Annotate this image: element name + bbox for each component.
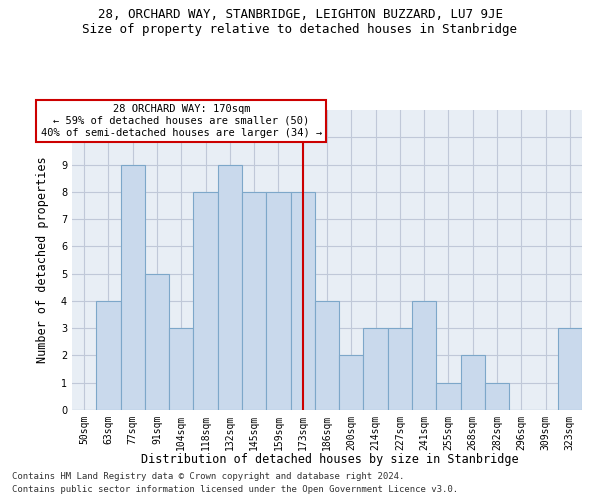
Text: 28, ORCHARD WAY, STANBRIDGE, LEIGHTON BUZZARD, LU7 9JE: 28, ORCHARD WAY, STANBRIDGE, LEIGHTON BU…	[97, 8, 503, 20]
Bar	[388, 328, 412, 410]
Text: Distribution of detached houses by size in Stanbridge: Distribution of detached houses by size …	[141, 452, 519, 466]
Bar	[218, 164, 242, 410]
Bar	[461, 356, 485, 410]
Y-axis label: Number of detached properties: Number of detached properties	[37, 156, 49, 364]
Bar	[290, 192, 315, 410]
Bar	[436, 382, 461, 410]
Text: Size of property relative to detached houses in Stanbridge: Size of property relative to detached ho…	[83, 22, 517, 36]
Bar	[364, 328, 388, 410]
Bar	[315, 301, 339, 410]
Bar	[266, 192, 290, 410]
Bar	[558, 328, 582, 410]
Text: Contains public sector information licensed under the Open Government Licence v3: Contains public sector information licen…	[12, 485, 458, 494]
Bar	[339, 356, 364, 410]
Bar	[485, 382, 509, 410]
Bar	[412, 301, 436, 410]
Bar	[145, 274, 169, 410]
Bar	[121, 164, 145, 410]
Bar	[169, 328, 193, 410]
Text: Contains HM Land Registry data © Crown copyright and database right 2024.: Contains HM Land Registry data © Crown c…	[12, 472, 404, 481]
Bar	[242, 192, 266, 410]
Bar	[96, 301, 121, 410]
Bar	[193, 192, 218, 410]
Text: 28 ORCHARD WAY: 170sqm
← 59% of detached houses are smaller (50)
40% of semi-det: 28 ORCHARD WAY: 170sqm ← 59% of detached…	[41, 104, 322, 138]
